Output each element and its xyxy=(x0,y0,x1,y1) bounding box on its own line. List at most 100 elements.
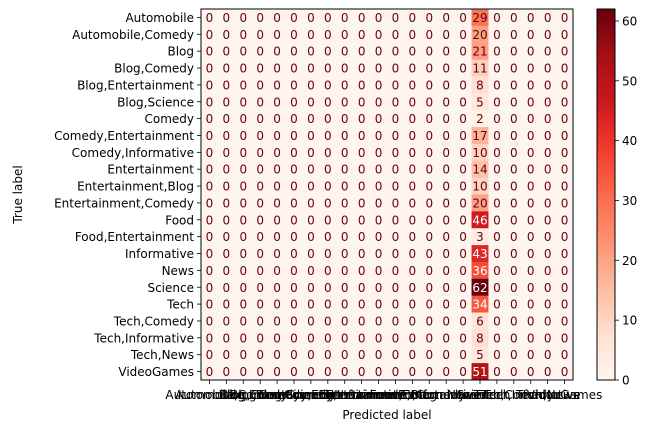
heatmap-cell xyxy=(437,363,455,381)
cell-value-label: 0 xyxy=(409,78,417,92)
cell-value-label: 34 xyxy=(472,298,487,312)
heatmap-cell xyxy=(522,261,540,280)
heatmap-cell xyxy=(488,59,506,77)
cell-value-label: 0 xyxy=(510,95,518,109)
cell-value-label: 0 xyxy=(544,230,552,244)
heatmap-cell xyxy=(437,295,455,313)
heatmap-cell xyxy=(234,346,253,364)
cell-value-label: 0 xyxy=(493,247,501,261)
heatmap-cell xyxy=(488,110,506,128)
heatmap-cell xyxy=(336,194,354,212)
heatmap-cell xyxy=(556,177,574,195)
cell-value-label: 0 xyxy=(239,247,247,261)
heatmap-cell xyxy=(420,59,439,77)
heatmap-cell xyxy=(234,228,253,246)
heatmap-cell xyxy=(336,9,354,27)
colorbar-tick-label: 0 xyxy=(622,374,630,388)
cell-value-label: 0 xyxy=(358,163,366,177)
cell-value-label: 0 xyxy=(375,314,383,328)
heatmap-cell xyxy=(556,278,574,296)
cell-value-label: 0 xyxy=(223,213,231,227)
heatmap-cell xyxy=(488,278,506,296)
heatmap-cell xyxy=(353,110,371,128)
heatmap-cell xyxy=(403,329,422,347)
heatmap-cell xyxy=(285,42,303,60)
cell-value-label: 0 xyxy=(544,298,552,312)
heatmap-cell xyxy=(387,194,405,212)
cell-value-label: 0 xyxy=(392,78,400,92)
y-tick-label: Tech,Comedy xyxy=(113,314,194,328)
cell-value-label: 0 xyxy=(544,78,552,92)
cell-value-label: 0 xyxy=(459,213,467,227)
x-tick-label: Tech,News xyxy=(515,388,579,402)
cell-value-label: 0 xyxy=(561,213,569,227)
y-tick-label: Blog,Entertainment xyxy=(77,78,194,92)
heatmap-cell xyxy=(370,143,388,162)
heatmap-cell xyxy=(505,177,523,195)
cell-value-label: 0 xyxy=(290,314,298,328)
heatmap-cell xyxy=(217,160,236,178)
cell-value-label: 0 xyxy=(341,247,349,261)
heatmap-cell xyxy=(302,228,320,246)
heatmap-cell xyxy=(234,127,253,145)
cell-value-label: 0 xyxy=(561,281,569,295)
heatmap-cell xyxy=(319,25,337,44)
cell-value-label: 0 xyxy=(375,281,383,295)
cell-value-label: 0 xyxy=(459,331,467,345)
cell-value-label: 0 xyxy=(493,314,501,328)
cell-value-label: 0 xyxy=(442,163,450,177)
cell-value-label: 0 xyxy=(290,298,298,312)
heatmap-cell xyxy=(420,76,439,94)
cell-value-label: 0 xyxy=(273,298,281,312)
cell-value-label: 0 xyxy=(341,11,349,25)
cell-value-label: 0 xyxy=(425,28,433,42)
heatmap-cell xyxy=(556,312,574,330)
heatmap-cell xyxy=(336,143,354,162)
heatmap-cell xyxy=(454,194,472,212)
heatmap-cell xyxy=(234,363,253,381)
heatmap-cell xyxy=(217,295,236,313)
heatmap-cell xyxy=(488,295,506,313)
cell-value-label: 0 xyxy=(442,365,450,379)
heatmap-cell xyxy=(268,295,286,313)
cell-value-label: 0 xyxy=(442,264,450,278)
heatmap-cell xyxy=(217,42,236,60)
heatmap-cell xyxy=(522,295,540,313)
heatmap-cell xyxy=(302,42,320,60)
heatmap-cell xyxy=(201,194,219,212)
cell-value-label: 0 xyxy=(307,163,315,177)
y-tick-label: Automobile xyxy=(125,11,194,25)
cell-value-label: 0 xyxy=(290,331,298,345)
cell-value-label: 0 xyxy=(307,230,315,244)
cell-value-label: 11 xyxy=(472,62,487,76)
cell-value-label: 5 xyxy=(476,348,484,362)
x-tick-label: Tech,Comedy xyxy=(473,388,554,402)
cell-value-label: 0 xyxy=(358,247,366,261)
heatmap-cell xyxy=(370,363,388,381)
cell-value-label: 17 xyxy=(472,129,487,143)
cell-value-label: 0 xyxy=(273,146,281,160)
heatmap-cell xyxy=(454,228,472,246)
cell-value-label: 0 xyxy=(307,196,315,210)
cell-value-label: 20 xyxy=(472,196,487,210)
cell-value-label: 10 xyxy=(472,180,487,194)
heatmap-cell xyxy=(471,346,489,364)
cell-value-label: 0 xyxy=(409,146,417,160)
heatmap-cell xyxy=(556,245,574,263)
x-tick-label: Tech,Informative xyxy=(480,388,581,402)
cell-value-label: 0 xyxy=(273,62,281,76)
heatmap-cell xyxy=(319,329,337,347)
cell-value-label: 0 xyxy=(409,348,417,362)
cell-value-label: 0 xyxy=(409,281,417,295)
heatmap-cell xyxy=(556,194,574,212)
y-tick-label: Food xyxy=(165,213,194,227)
heatmap-cell xyxy=(370,278,388,296)
cell-value-label: 0 xyxy=(307,146,315,160)
heatmap-cell xyxy=(556,93,574,111)
cell-value-label: 0 xyxy=(273,264,281,278)
cell-value-label: 5 xyxy=(476,95,484,109)
cell-value-label: 0 xyxy=(561,180,569,194)
heatmap-cell xyxy=(217,346,236,364)
heatmap-cell xyxy=(488,329,506,347)
heatmap-cell xyxy=(387,177,405,195)
